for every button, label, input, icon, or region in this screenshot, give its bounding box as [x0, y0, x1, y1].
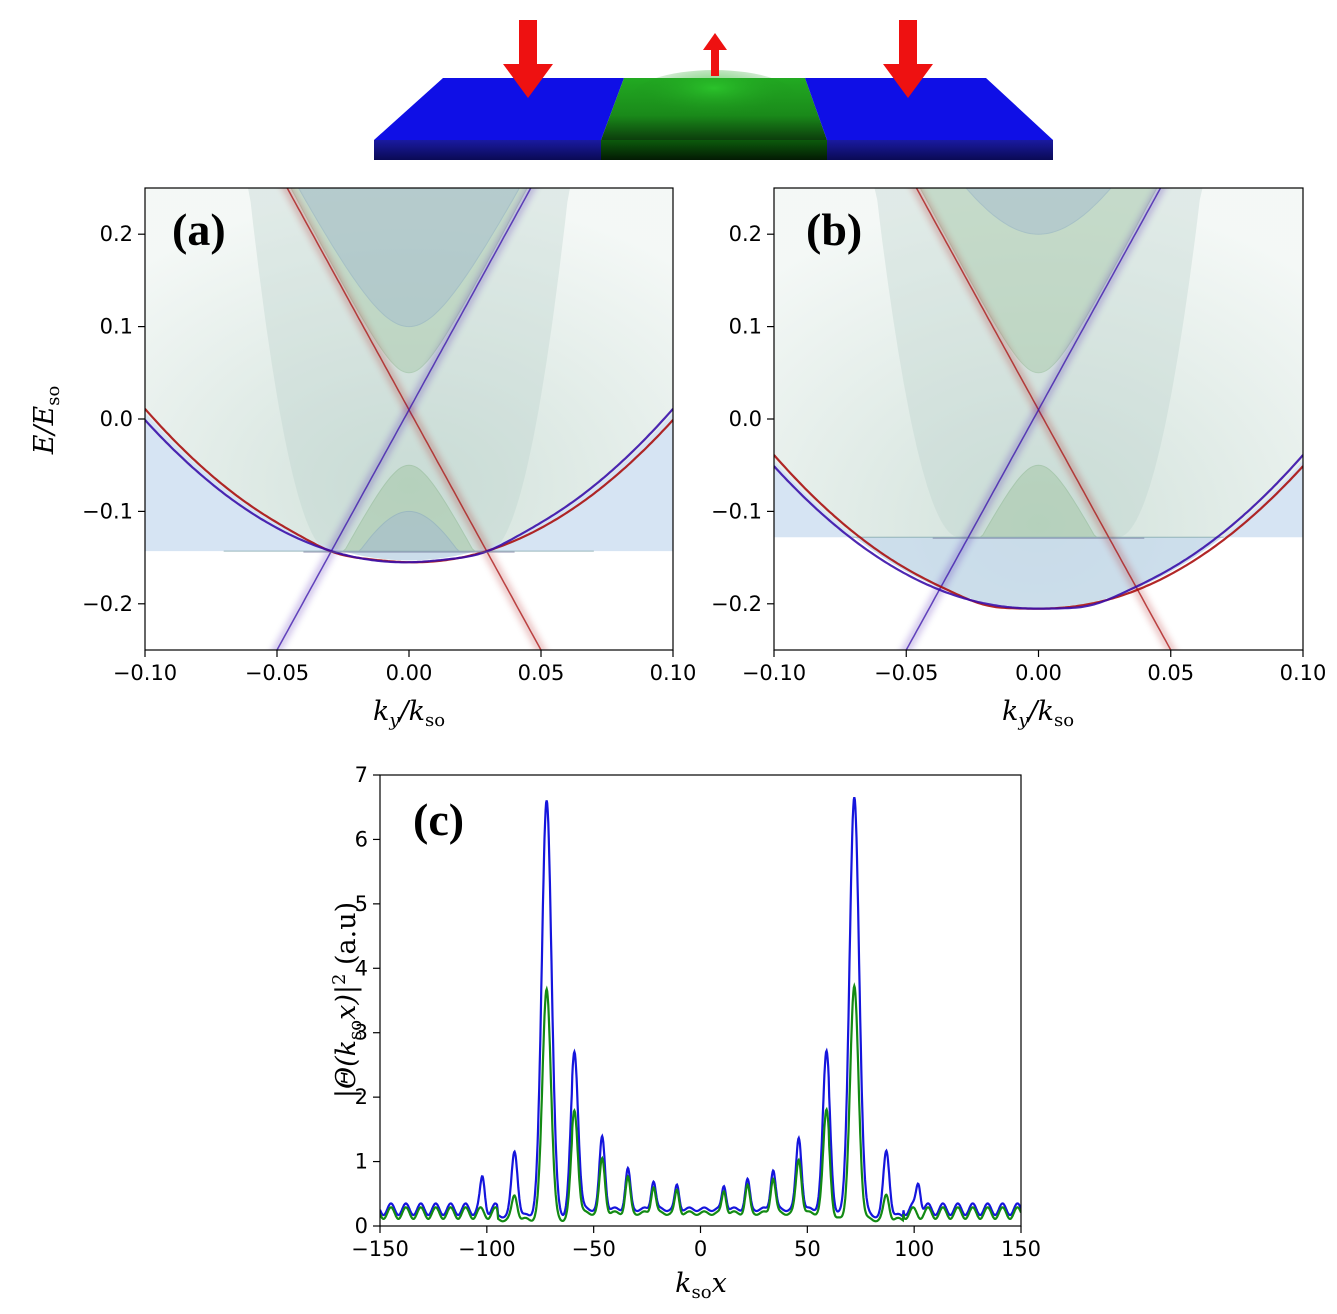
panel-b-xlabel: ky/kso — [1002, 696, 1074, 731]
y-tick-label: 0.1 — [729, 315, 762, 339]
y-tick-label: 0.1 — [100, 315, 133, 339]
y-tick-label: −0.2 — [82, 592, 133, 616]
series-line-blue — [380, 797, 1021, 1217]
x-tick-label: 100 — [894, 1237, 934, 1261]
right-magnet-side — [827, 140, 1053, 160]
x-tick-label: 0.05 — [518, 661, 565, 685]
x-tick-label: −0.10 — [113, 661, 177, 685]
y-tick-label: 0.2 — [100, 222, 133, 246]
y-tick-label: 0.0 — [100, 407, 133, 431]
panel-a-xlabel: ky/kso — [373, 696, 445, 731]
x-tick-label: 0.00 — [386, 661, 433, 685]
x-tick-label: −150 — [351, 1237, 409, 1261]
panel-c-ylabel: |Θ(ksox)|2 (a.u) — [329, 902, 366, 1098]
central-region-glow — [629, 70, 799, 130]
x-tick-label: 0 — [694, 1237, 707, 1261]
y-tick-label: 1 — [355, 1150, 368, 1174]
panel-c-xlabel: ksox — [675, 1268, 727, 1303]
panel-c-plot-area — [380, 797, 1021, 1221]
x-tick-label: −0.10 — [742, 661, 806, 685]
x-tick-label: 0.10 — [650, 661, 697, 685]
device-schematic — [374, 20, 1053, 160]
y-tick-label: 0 — [355, 1214, 368, 1238]
panel-c-frame — [380, 775, 1021, 1226]
spin-arrow-up-center — [703, 33, 727, 76]
panel-a-ylabel: E/Eso — [29, 386, 64, 456]
y-tick-label: −0.1 — [711, 499, 762, 523]
x-tick-label: 0.05 — [1147, 661, 1194, 685]
panel-c-label: (c) — [413, 794, 464, 845]
y-tick-label: 0.0 — [729, 407, 762, 431]
central-region-side — [601, 140, 827, 160]
x-tick-label: −0.05 — [245, 661, 309, 685]
panel-b-label: (b) — [806, 204, 862, 255]
y-tick-label: 6 — [355, 827, 368, 851]
x-tick-label: 0.00 — [1015, 661, 1062, 685]
x-tick-label: −50 — [572, 1237, 616, 1261]
left-magnet-top — [374, 78, 624, 140]
x-tick-label: 150 — [1001, 1237, 1041, 1261]
series-line-green — [380, 986, 1021, 1221]
x-tick-label: 50 — [794, 1237, 821, 1261]
y-tick-label: −0.1 — [82, 499, 133, 523]
y-tick-label: 0.2 — [729, 222, 762, 246]
right-magnet-top — [805, 78, 1053, 140]
y-tick-label: 7 — [355, 763, 368, 787]
panel-a-label: (a) — [172, 204, 226, 255]
y-tick-label: −0.2 — [711, 592, 762, 616]
x-tick-label: −0.05 — [874, 661, 938, 685]
left-magnet-side — [374, 140, 601, 160]
x-tick-label: −100 — [458, 1237, 516, 1261]
x-tick-label: 0.10 — [1280, 661, 1327, 685]
